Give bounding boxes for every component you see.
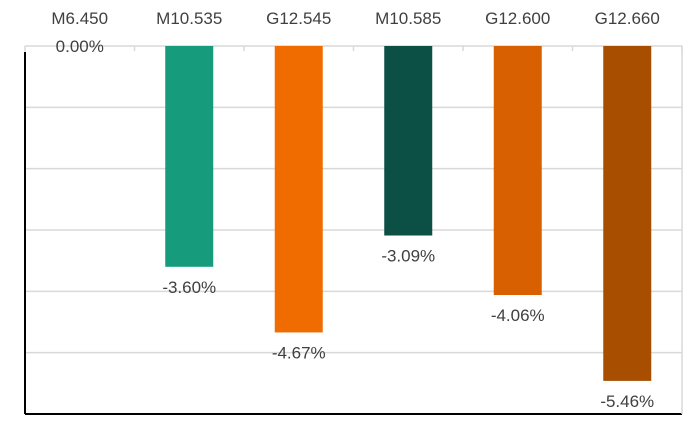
bar bbox=[384, 46, 433, 236]
bar bbox=[165, 46, 214, 267]
bar bbox=[603, 46, 652, 381]
bar bbox=[274, 46, 323, 333]
category-label: G12.545 bbox=[266, 9, 331, 28]
category-label: M10.535 bbox=[156, 9, 222, 28]
data-label: 0.00% bbox=[56, 37, 104, 56]
data-label: -5.46% bbox=[600, 392, 654, 411]
category-label: G12.600 bbox=[485, 9, 550, 28]
data-label: -4.06% bbox=[491, 306, 545, 325]
data-label: -3.60% bbox=[162, 278, 216, 297]
category-label: G12.660 bbox=[595, 9, 660, 28]
category-label: M10.585 bbox=[375, 9, 441, 28]
data-label: -3.09% bbox=[381, 247, 435, 266]
bar bbox=[493, 46, 542, 296]
category-label: M6.450 bbox=[51, 9, 108, 28]
data-label: -4.67% bbox=[272, 343, 326, 362]
